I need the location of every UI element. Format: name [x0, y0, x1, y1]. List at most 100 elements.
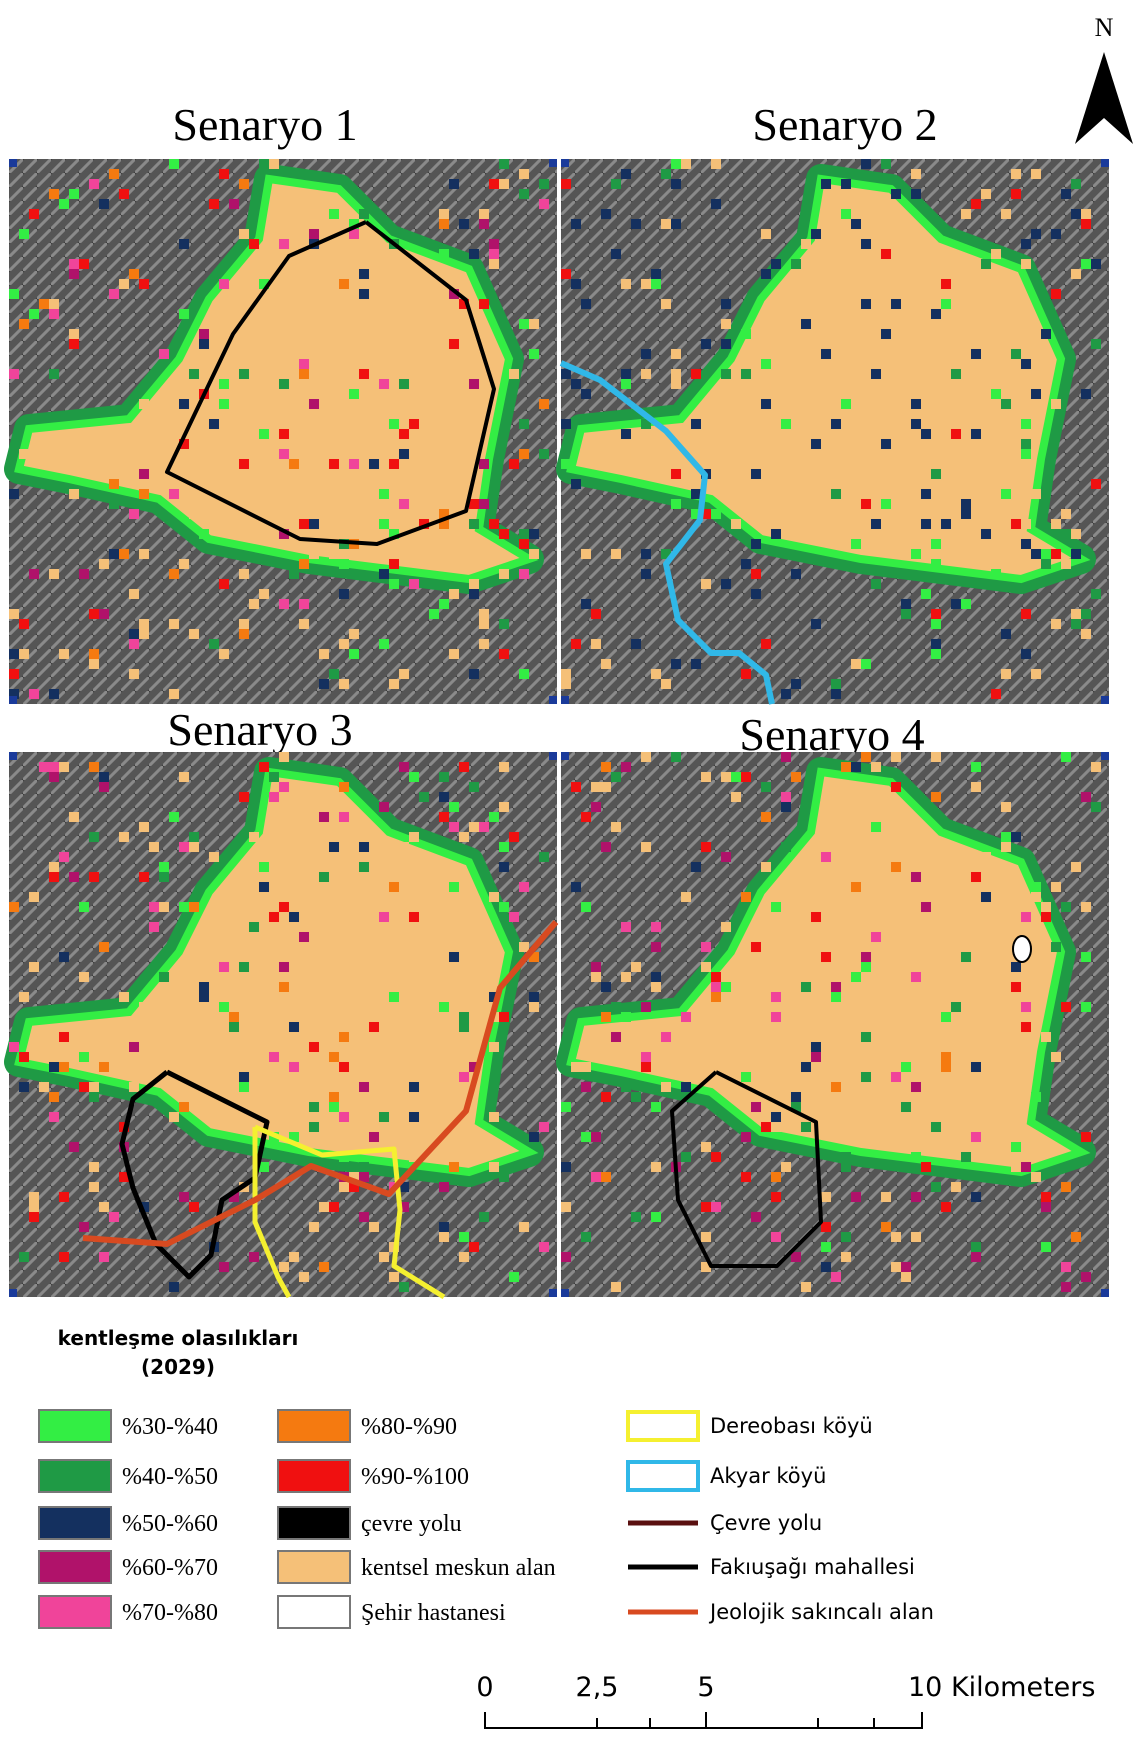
pixel	[981, 912, 991, 922]
pixel	[319, 649, 329, 659]
pixel	[159, 972, 169, 982]
pixel	[751, 1102, 761, 1112]
pixel	[369, 1132, 379, 1142]
pixel	[69, 1142, 79, 1152]
legend-label: Şehir hastanesi	[361, 1600, 506, 1626]
pixel	[911, 1152, 921, 1162]
pixel	[861, 239, 871, 249]
pixel	[651, 279, 661, 289]
pixel	[601, 209, 611, 219]
pixel	[189, 832, 199, 842]
pixel	[29, 1212, 39, 1222]
pixel	[581, 1062, 591, 1072]
pixel	[891, 1122, 901, 1132]
map-panel	[561, 159, 1109, 704]
pixel	[229, 199, 239, 209]
pixel	[99, 609, 109, 619]
legend-label: %50-%60	[122, 1511, 218, 1537]
pixel	[299, 369, 309, 379]
pixel	[821, 952, 831, 962]
pixel	[79, 902, 89, 912]
pixel	[741, 942, 751, 952]
pixel	[469, 912, 479, 922]
pixel	[571, 279, 581, 289]
pixel	[359, 992, 369, 1002]
pixel	[571, 882, 581, 892]
pixel	[479, 822, 489, 832]
pixel	[931, 469, 941, 479]
corner	[9, 696, 17, 704]
pixel	[239, 229, 249, 239]
pixel	[439, 1002, 449, 1012]
pixel	[99, 1062, 109, 1072]
pixel	[99, 772, 109, 782]
pixel	[861, 952, 871, 962]
pixel	[601, 659, 611, 669]
pixel	[741, 669, 751, 679]
pixel	[519, 882, 529, 892]
pixel	[1021, 1022, 1031, 1032]
pixel	[751, 932, 761, 942]
legend-label: %60-%70	[122, 1555, 218, 1581]
pixel	[209, 419, 219, 429]
pixel	[499, 842, 509, 852]
pixel	[499, 762, 509, 772]
pixel	[861, 822, 871, 832]
pixel	[389, 882, 399, 892]
pixel	[911, 399, 921, 409]
pixel	[19, 229, 29, 239]
pixel	[449, 589, 459, 599]
pixel	[1061, 1002, 1071, 1012]
corner	[561, 752, 569, 760]
north-label: N	[1095, 13, 1114, 42]
pixel	[439, 1232, 449, 1242]
legend-label: %80-%90	[361, 1414, 457, 1440]
pixel	[209, 339, 219, 349]
pixel	[841, 1252, 851, 1262]
pixel	[821, 1192, 831, 1202]
pixel	[891, 782, 901, 792]
pixel	[329, 842, 339, 852]
pixel	[711, 972, 721, 982]
pixel	[239, 179, 249, 189]
pixel	[539, 179, 549, 189]
pixel	[831, 1082, 841, 1092]
pixel	[499, 569, 509, 579]
pixel	[1061, 1182, 1071, 1192]
pixel	[561, 1252, 571, 1262]
pixel	[519, 529, 529, 539]
pixel	[651, 1102, 661, 1112]
pixel	[1041, 1032, 1051, 1042]
pixel	[671, 499, 681, 509]
pixel	[931, 609, 941, 619]
pixel	[59, 649, 69, 659]
pixel	[721, 369, 731, 379]
pixel	[651, 922, 661, 932]
pixel	[641, 549, 651, 559]
pixel	[1081, 609, 1091, 619]
pixel	[319, 812, 329, 822]
pixel	[139, 549, 149, 559]
pixel	[581, 1082, 591, 1092]
pixel	[499, 529, 509, 539]
pixel	[711, 1202, 721, 1212]
pixel	[179, 842, 189, 852]
pixel	[661, 1032, 671, 1042]
pixel	[1031, 1172, 1041, 1182]
pixel	[379, 379, 389, 389]
pixel	[1021, 449, 1031, 459]
pixel	[971, 1192, 981, 1202]
pixel	[591, 1172, 601, 1182]
pixel	[871, 519, 881, 529]
pixel	[911, 549, 921, 559]
pixel	[1031, 882, 1041, 892]
pixel	[269, 459, 279, 469]
pixel	[129, 1082, 139, 1092]
pixel	[611, 249, 621, 259]
pixel	[519, 569, 529, 579]
pixel	[821, 852, 831, 862]
corner	[549, 752, 557, 760]
pixel	[841, 179, 851, 189]
pixel	[499, 902, 509, 912]
corner	[549, 1289, 557, 1297]
